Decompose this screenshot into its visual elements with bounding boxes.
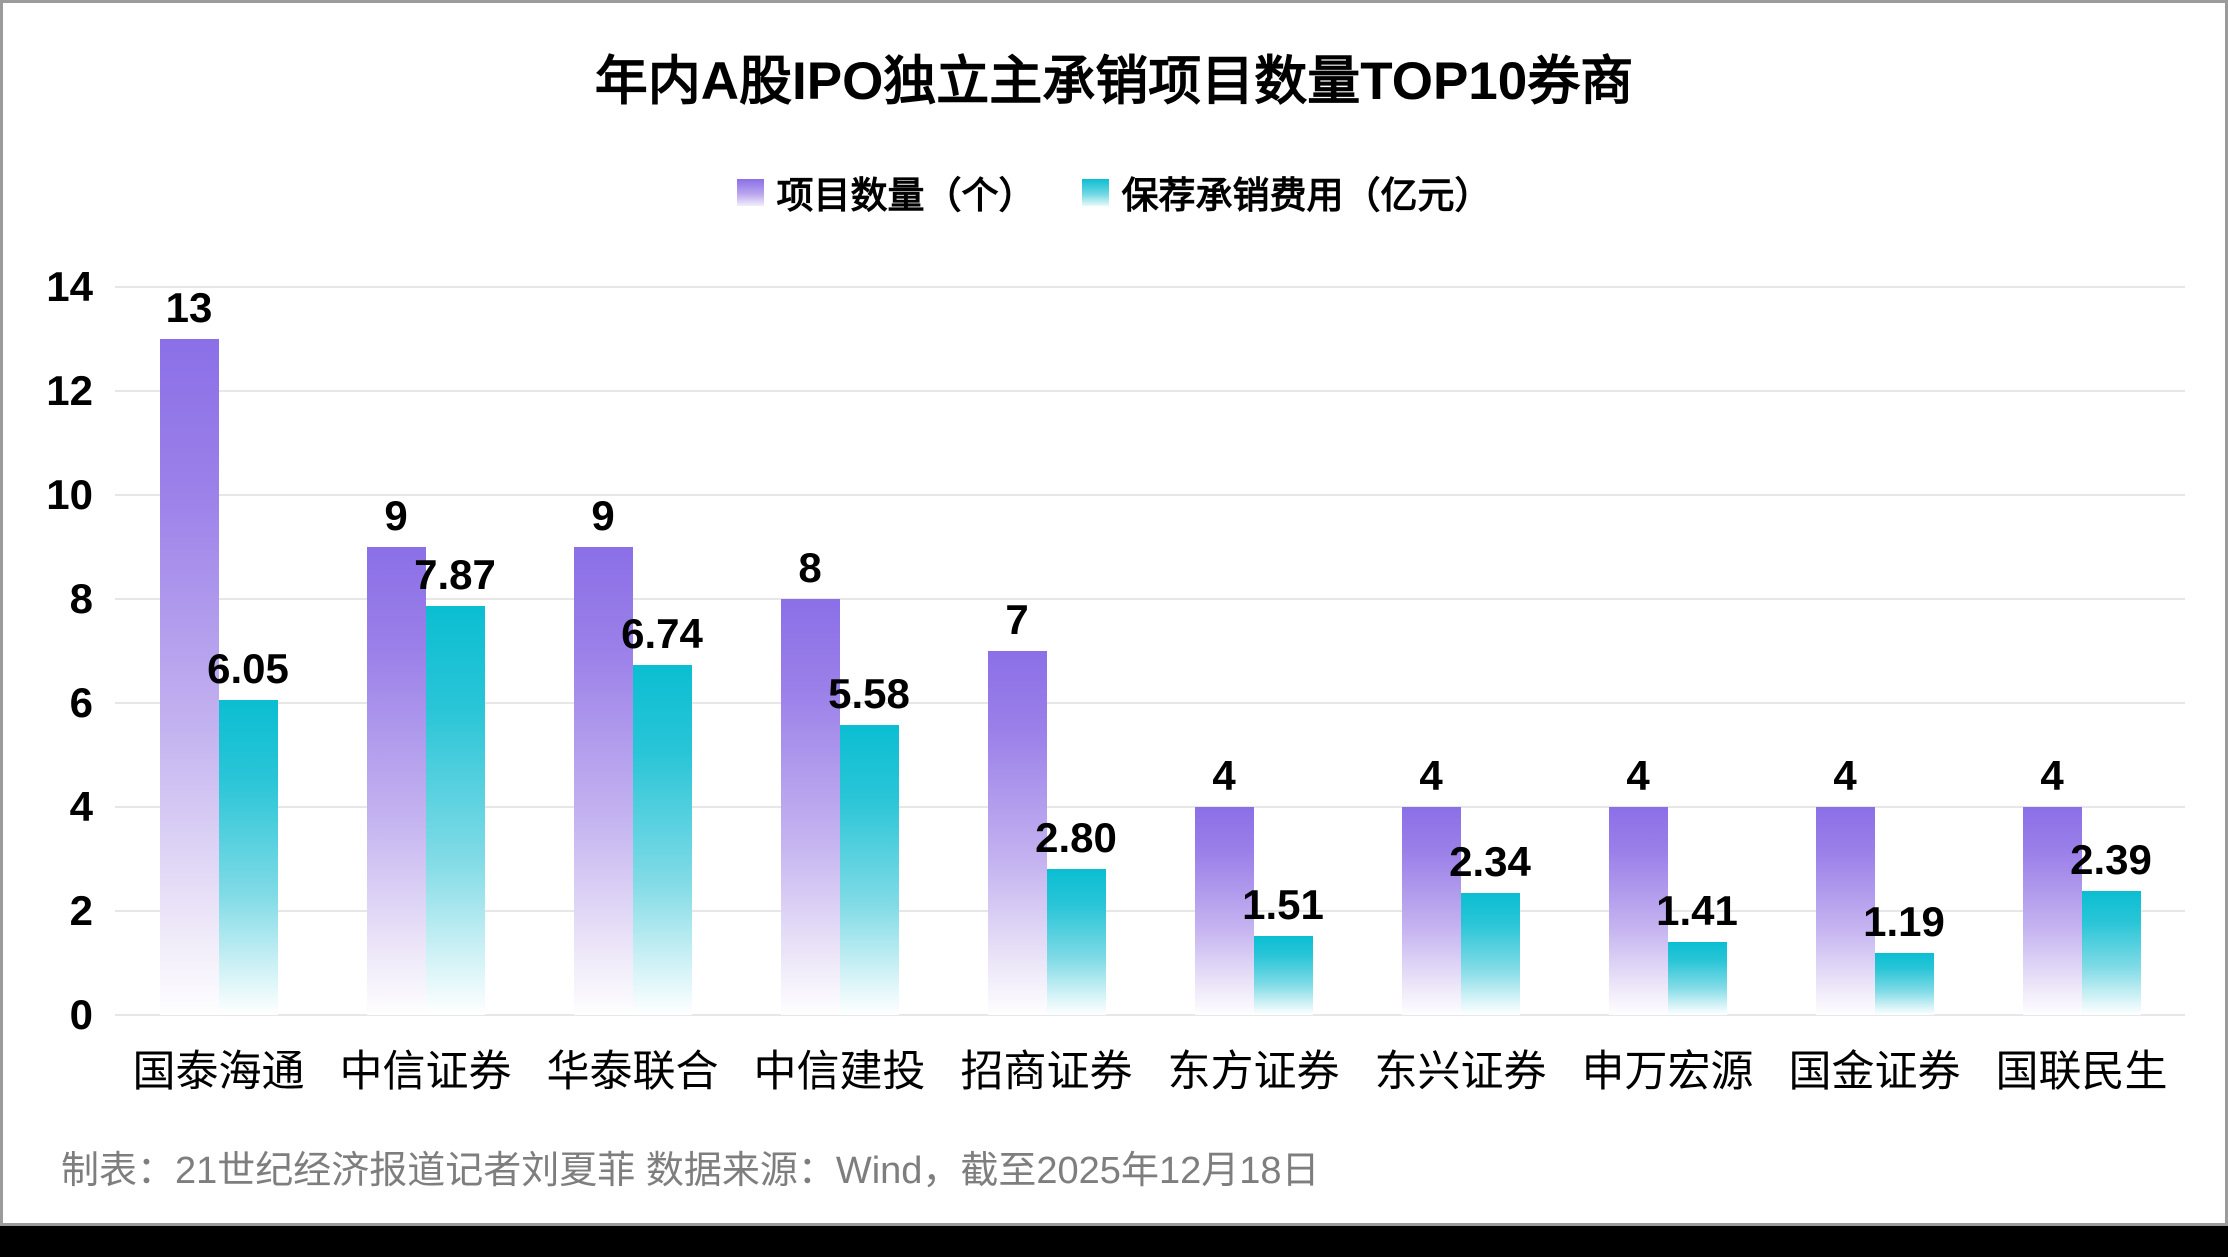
gridline-8 (115, 598, 2185, 601)
bar-value-label: 2.80 (1035, 814, 1117, 862)
y-axis-tick-label: 2 (69, 887, 93, 934)
bar-group: 4 1.51 (1150, 287, 1357, 1015)
gridline-0 (115, 1014, 2185, 1016)
bar-group: 4 1.19 (1771, 287, 1978, 1015)
gridline-14 (115, 286, 2185, 288)
category-label: 中信建投 (753, 1048, 926, 1096)
fee-bar: 1.51 (1242, 884, 1324, 1015)
project-count-bar: 4 (1608, 755, 1668, 1015)
legend-label: 项目数量（个） (776, 175, 1036, 216)
fee-bar: 2.34 (1449, 841, 1531, 1015)
bar-value-label: 4 (1212, 752, 1236, 799)
project-count-bar: 8 (780, 547, 840, 1015)
fee-bar: 2.39 (2070, 838, 2152, 1015)
x-axis-labels: 国泰海通 中信证券 华泰联合 中信建投 招商证券 东方证券 东兴证券 申万宏源 国金证券 国联民生 (115, 1037, 2185, 1099)
gridline-2 (115, 910, 2185, 913)
legend-swatch-teal (1081, 178, 1109, 206)
bar-group: 9 6.74 (529, 287, 736, 1015)
fee-bar: 2.80 (1035, 817, 1117, 1015)
bar-value-label: 4 (1626, 752, 1650, 799)
bar-value-label: 6.74 (621, 609, 703, 657)
category-label: 申万宏源 (1581, 1048, 1754, 1096)
y-axis-tick-label: 6 (69, 679, 93, 726)
y-axis-tick-label: 4 (69, 783, 93, 830)
bar-value-label: 7 (1005, 596, 1029, 643)
legend-item-project-count: 项目数量（个） (736, 165, 1036, 219)
project-count-bar: 13 (159, 287, 219, 1015)
bar-group: 4 2.34 (1357, 287, 1564, 1015)
fee-bar: 6.05 (207, 648, 289, 1015)
project-count-bar: 7 (987, 599, 1047, 1015)
legend-swatch-purple (736, 178, 764, 206)
bar-value-label: 9 (384, 492, 408, 539)
fee-bar: 5.58 (828, 672, 910, 1015)
plot-area: 0 2 4 6 8 10 12 14 13 6.05 9 7.87 9 6.74 8 5.58 7 2.80 4 1.… (46, 266, 2185, 1036)
y-axis-tick-label: 0 (69, 991, 93, 1038)
project-count-bar: 4 (2022, 755, 2082, 1015)
bar-value-label: 4 (1833, 752, 1857, 799)
bottom-black-strip (0, 1226, 2228, 1257)
project-count-bar: 9 (366, 495, 426, 1015)
y-axis-tick-label: 10 (46, 471, 93, 518)
bar-value-label: 13 (165, 284, 213, 331)
category-label: 国金证券 (1788, 1048, 1961, 1096)
category-label: 东方证券 (1167, 1048, 1340, 1096)
bar-value-label: 1.41 (1656, 886, 1738, 934)
category-label: 国联民生 (1995, 1048, 2168, 1096)
gridline-6 (115, 702, 2185, 704)
bar-groups: 13 6.05 9 7.87 9 6.74 8 5.58 7 2.80 4 1.51 4 2.34 4 1.4… (115, 287, 2185, 1015)
bar-value-label: 1.19 (1863, 898, 1945, 946)
bar-group: 13 6.05 (115, 287, 322, 1015)
project-count-bar: 9 (573, 495, 633, 1015)
bar-value-label: 5.58 (828, 669, 910, 717)
fee-bar: 1.19 (1863, 901, 1945, 1015)
legend-item-underwriting-fee: 保荐承销费用（亿元） (1081, 165, 1492, 219)
bar-value-label: 7.87 (414, 550, 496, 598)
category-label: 华泰联合 (546, 1048, 719, 1096)
fee-bar: 1.41 (1656, 889, 1738, 1015)
y-axis-tick-label: 8 (69, 575, 93, 622)
category-label: 中信证券 (339, 1048, 512, 1096)
y-axis-tick-label: 14 (46, 263, 93, 310)
category-label: 国泰海通 (132, 1048, 305, 1096)
source-note: 制表：21世纪经济报道记者刘夏菲 数据来源：Wind，截至2025年12月18日 (61, 1150, 1320, 1192)
bar-group: 4 2.39 (1978, 287, 2185, 1015)
y-axis-tick-label: 12 (46, 367, 93, 414)
bar-value-label: 9 (591, 492, 615, 539)
fee-bar: 7.87 (414, 553, 496, 1015)
chart-title: 年内A股IPO独立主承销项目数量TOP10券商 (594, 52, 1634, 111)
bar-value-label: 4 (2040, 752, 2064, 799)
gridline-12 (115, 390, 2185, 392)
fee-bar: 6.74 (621, 612, 703, 1015)
bar-group: 4 1.41 (1564, 287, 1771, 1015)
bar-value-label: 6.05 (207, 645, 289, 693)
bar-value-label: 8 (798, 544, 822, 591)
chart-window: 年内A股IPO独立主承销项目数量TOP10券商 项目数量（个） 保荐承销费用（亿元… (0, 0, 2228, 1226)
bar-value-label: 4 (1419, 752, 1443, 799)
bar-value-label: 1.51 (1242, 881, 1324, 929)
project-count-bar: 4 (1194, 755, 1254, 1015)
category-label: 东兴证券 (1374, 1048, 1547, 1096)
category-label: 招商证券 (960, 1048, 1133, 1096)
gridline-10 (115, 494, 2185, 496)
bar-group: 9 7.87 (322, 287, 529, 1015)
bar-value-label: 2.39 (2070, 835, 2152, 883)
legend: 项目数量（个） 保荐承销费用（亿元） (3, 165, 2225, 219)
legend-label: 保荐承销费用（亿元） (1121, 175, 1492, 216)
bar-group: 7 2.80 (943, 287, 1150, 1015)
project-count-bar: 4 (1815, 755, 1875, 1015)
gridline-4 (115, 806, 2185, 809)
bar-group: 8 5.58 (736, 287, 943, 1015)
bar-value-label: 2.34 (1449, 838, 1531, 886)
project-count-bar: 4 (1401, 755, 1461, 1015)
